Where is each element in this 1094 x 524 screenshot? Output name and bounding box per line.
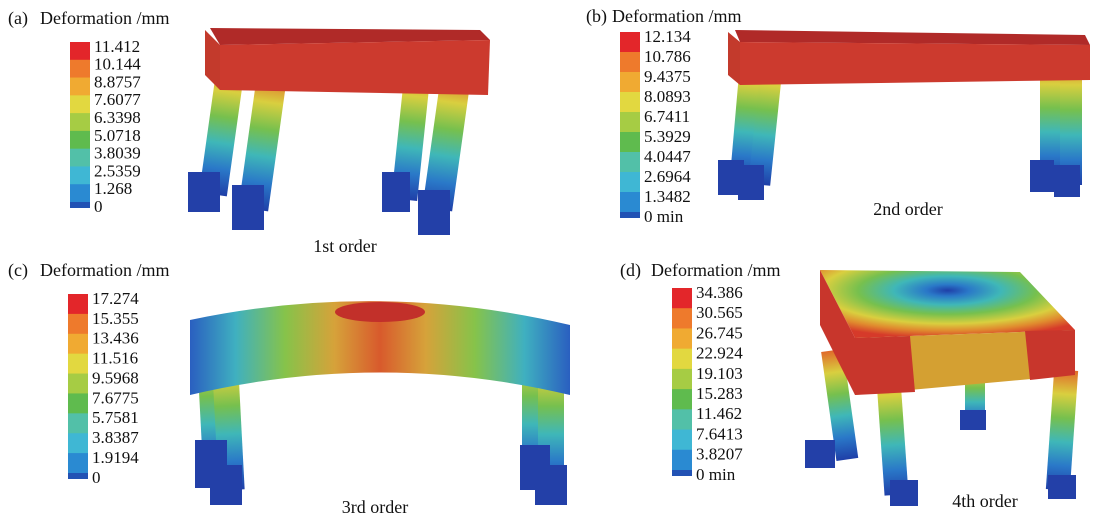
legend-title: Deformation /mm (40, 8, 169, 28)
legend-label: 11.412 (94, 37, 140, 56)
legend-band (672, 470, 692, 476)
legend-label: 15.355 (92, 309, 139, 328)
legend-band (620, 72, 640, 93)
legend-label: 0 min (644, 207, 684, 226)
panel-label: (d) (620, 260, 641, 281)
legend-band (68, 453, 88, 474)
legend-band (620, 52, 640, 73)
legend-label: 5.7581 (92, 408, 139, 427)
legend-label: 1.9194 (92, 448, 139, 467)
legend-label: 0 (92, 468, 101, 487)
legend-label: 12.134 (644, 27, 691, 46)
legend-band (70, 77, 90, 96)
legend-label: 1.268 (94, 179, 132, 198)
legend-label: 26.745 (696, 323, 743, 342)
legend-band (68, 473, 88, 479)
legend-title: Deformation /mm (40, 260, 169, 280)
legend-label: 6.7411 (644, 107, 690, 126)
legend-band (620, 132, 640, 153)
legend-band (68, 433, 88, 454)
legend-band (672, 449, 692, 471)
legend-label: 30.565 (696, 303, 743, 322)
legend-band (68, 353, 88, 375)
legend-label: 5.0718 (94, 126, 141, 145)
legend-band (68, 413, 88, 434)
legend-label: 2.6964 (644, 167, 691, 186)
legend-band (672, 409, 692, 431)
legend-band (620, 192, 640, 213)
legend-band (70, 59, 90, 79)
legend-band (672, 288, 692, 309)
legend-label: 34.386 (696, 283, 743, 302)
legend-label: 5.3929 (644, 127, 691, 146)
legend-label: 11.462 (696, 404, 742, 423)
legend-band (68, 333, 88, 355)
legend-label: 19.103 (696, 364, 743, 383)
legend-band (70, 184, 90, 203)
panel-label: (c) (8, 260, 28, 281)
model-a (188, 28, 490, 235)
legend-band (70, 130, 90, 150)
legend-band (70, 113, 90, 132)
legend-label: 8.8757 (94, 72, 141, 91)
legend-band (620, 152, 640, 173)
legend-label: 6.3398 (94, 108, 141, 127)
legend-label: 10.786 (644, 47, 691, 66)
legend-label: 15.283 (696, 384, 743, 403)
legend-band (672, 368, 692, 390)
legend-band (672, 429, 692, 451)
legend-label: 1.3482 (644, 187, 691, 206)
legend-band (70, 95, 90, 114)
legend-label: 4.0447 (644, 147, 691, 166)
legend-band (68, 373, 88, 394)
legend-label: 9.4375 (644, 67, 691, 86)
legend-label: 13.436 (92, 329, 139, 348)
legend-label: 9.5968 (92, 368, 139, 387)
model-b (718, 30, 1090, 200)
legend-band (672, 389, 692, 410)
legend-label: 8.0893 (644, 87, 691, 106)
legend-label: 11.516 (92, 349, 138, 368)
panel-label: (a) (8, 8, 28, 29)
legend-band (672, 328, 692, 350)
legend-band (620, 112, 640, 133)
legend-band (620, 32, 640, 53)
legend-label: 17.274 (92, 289, 139, 308)
legend-band (68, 313, 88, 335)
legend-title: Deformation /mm (651, 260, 780, 280)
legend-band (68, 294, 88, 315)
model-d (805, 270, 1079, 506)
caption: 4th order (952, 491, 1017, 511)
legend-label: 7.6077 (94, 90, 141, 109)
legend-band (620, 172, 640, 193)
panel-label: (b) (586, 6, 607, 27)
legend-band (620, 92, 640, 113)
model-c (190, 301, 570, 505)
legend-band (68, 393, 88, 414)
legend-band (70, 202, 90, 208)
legend-band (70, 42, 90, 61)
legend-label: 7.6775 (92, 388, 139, 407)
legend-label: 10.144 (94, 55, 141, 74)
legend-label: 7.6413 (696, 424, 743, 443)
caption: 2nd order (873, 199, 942, 219)
legend-title: Deformation /mm (612, 6, 741, 26)
caption: 1st order (313, 236, 376, 256)
legend-band (70, 148, 90, 167)
legend-label: 3.8039 (94, 144, 141, 163)
legend-band (672, 348, 692, 370)
legend-label: 0 min (696, 465, 736, 484)
legend-band (70, 166, 90, 185)
legend-label: 2.5359 (94, 161, 141, 180)
legend-band (672, 308, 692, 329)
caption: 3rd order (342, 497, 408, 517)
legend-band (620, 212, 640, 218)
legend-label: 22.924 (696, 344, 743, 363)
legend-label: 3.8207 (696, 445, 743, 464)
legend-label: 0 (94, 197, 103, 216)
legend-label: 3.8387 (92, 428, 139, 447)
